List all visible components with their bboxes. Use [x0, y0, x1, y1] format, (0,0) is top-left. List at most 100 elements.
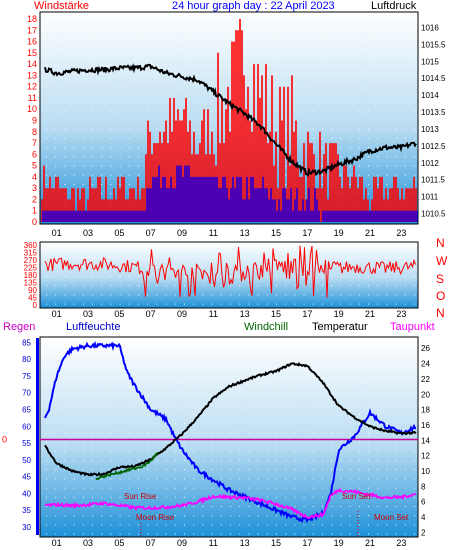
humidity-y-tick-label: 65 — [22, 405, 31, 414]
x-tick-label: 13 — [240, 538, 250, 548]
x-tick-label: 19 — [334, 538, 344, 548]
temperature-y-tick-label: 8 — [421, 482, 426, 491]
windchill-line — [95, 451, 159, 480]
direction-y-tick-label: 45 — [28, 294, 37, 303]
wind-y-tick-label: 14 — [27, 59, 37, 69]
direction-y-tick-label: 90 — [28, 286, 37, 295]
compass-label: O — [436, 289, 445, 303]
legend-windchill: Windchill — [244, 321, 288, 333]
x-tick-label: 05 — [114, 309, 124, 319]
wind-y-tick-label: 10 — [27, 104, 37, 114]
legend-taupunkt: Taupunkt — [390, 321, 435, 333]
x-tick-label: 17 — [302, 228, 312, 238]
temperature-y-tick-label: 12 — [421, 452, 430, 461]
humidity-y-tick-label: 75 — [22, 372, 31, 381]
moon-rise-label: Moon Rise — [136, 513, 175, 522]
x-tick-label: 21 — [365, 228, 375, 238]
graph-title: 24 hour graph day : 22 April 2023 — [172, 0, 335, 12]
wind-y-tick-label: 16 — [27, 37, 37, 47]
x-tick-label: 15 — [271, 228, 281, 238]
wind-direction-line — [44, 245, 416, 298]
pressure-y-tick-label: 1015.5 — [421, 40, 446, 49]
wind-gust-bars — [42, 165, 418, 222]
x-tick-label: 13 — [240, 309, 250, 319]
x-tick-label: 13 — [240, 228, 250, 238]
pressure-y-tick-label: 1012 — [421, 159, 439, 168]
compass-label: N — [436, 306, 445, 320]
humidity-y-tick-label: 50 — [22, 456, 31, 465]
x-tick-label: 23 — [396, 228, 406, 238]
humidity-y-tick-label: 70 — [22, 389, 31, 398]
wind-y-tick-label: 12 — [27, 82, 37, 92]
x-tick-label: 17 — [302, 309, 312, 319]
direction-y-tick-label: 135 — [24, 279, 38, 288]
wind-y-tick-label: 17 — [27, 25, 37, 35]
x-tick-label: 11 — [209, 538, 218, 548]
pressure-line — [44, 63, 417, 177]
x-tick-label: 07 — [146, 538, 156, 548]
dewpoint-line — [44, 487, 417, 520]
pressure-label: Luftdruck — [371, 0, 417, 12]
x-tick-label: 23 — [396, 309, 406, 319]
x-tick-label: 23 — [396, 538, 406, 548]
direction-y-tick-label: 0 — [33, 301, 38, 310]
x-tick-label: 03 — [83, 228, 93, 238]
sun-rise-label: Sun Rise — [124, 492, 157, 501]
humidity-y-tick-label: 30 — [22, 523, 31, 532]
x-tick-label: 07 — [146, 309, 156, 319]
sun-set-label: Sun Set — [342, 492, 371, 501]
pressure-y-tick-label: 1014.5 — [421, 74, 446, 83]
wind-y-tick-label: 0 — [32, 217, 37, 227]
wind-y-tick-label: 11 — [28, 93, 37, 103]
x-tick-label: 09 — [177, 228, 187, 238]
legend-temperatur: Temperatur — [312, 321, 368, 333]
wind-y-tick-label: 2 — [32, 194, 37, 204]
wind-y-tick-label: 3 — [32, 183, 37, 193]
x-tick-label: 21 — [365, 538, 375, 548]
pressure-y-tick-label: 1012.5 — [421, 142, 446, 151]
x-tick-label: 11 — [209, 228, 218, 238]
pressure-y-tick-label: 1011.5 — [421, 176, 445, 185]
temperature-y-tick-label: 14 — [421, 436, 430, 445]
zero-label: 0 — [2, 435, 7, 445]
pressure-y-tick-label: 1011 — [421, 193, 439, 202]
wind-y-tick-label: 13 — [27, 70, 37, 80]
temperature-y-tick-label: 26 — [421, 344, 430, 353]
humidity-y-tick-label: 85 — [22, 338, 31, 347]
humidity-y-tick-label: 45 — [22, 473, 31, 482]
rain-axis-bar — [36, 338, 39, 535]
wind-y-tick-label: 1 — [32, 206, 37, 216]
humidity-y-tick-label: 80 — [22, 355, 31, 364]
pressure-y-tick-label: 1014 — [421, 91, 439, 100]
x-tick-label: 09 — [177, 309, 187, 319]
humidity-y-tick-label: 55 — [22, 439, 31, 448]
legend-luftfeuchte: Luftfeuchte — [66, 321, 120, 333]
temperature-grid — [40, 337, 418, 537]
humidity-line — [44, 340, 417, 523]
compass-label: N — [436, 236, 445, 250]
humidity-y-tick-label: 35 — [22, 506, 31, 515]
x-tick-label: 11 — [209, 309, 218, 319]
direction-y-tick-label: 225 — [24, 264, 38, 273]
humidity-y-tick-label: 60 — [22, 422, 31, 431]
wind-y-tick-label: 6 — [32, 149, 37, 159]
x-tick-label: 17 — [302, 538, 312, 548]
pressure-y-tick-label: 1015 — [421, 57, 439, 66]
wind-y-tick-label: 8 — [32, 127, 37, 137]
compass-label: W — [436, 254, 448, 268]
x-tick-label: 15 — [271, 538, 281, 548]
temperature-y-tick-label: 22 — [421, 375, 430, 384]
x-tick-label: 03 — [83, 538, 93, 548]
x-tick-label: 01 — [52, 228, 62, 238]
x-tick-label: 15 — [271, 309, 281, 319]
compass-label: S — [436, 272, 444, 286]
direction-y-tick-label: 270 — [24, 256, 38, 265]
x-tick-label: 05 — [114, 228, 124, 238]
pressure-y-tick-label: 1013 — [421, 125, 439, 134]
wind-strength-label: Windstärke — [34, 0, 89, 12]
wind-y-tick-label: 7 — [32, 138, 37, 148]
temperature-y-tick-label: 24 — [421, 360, 430, 369]
